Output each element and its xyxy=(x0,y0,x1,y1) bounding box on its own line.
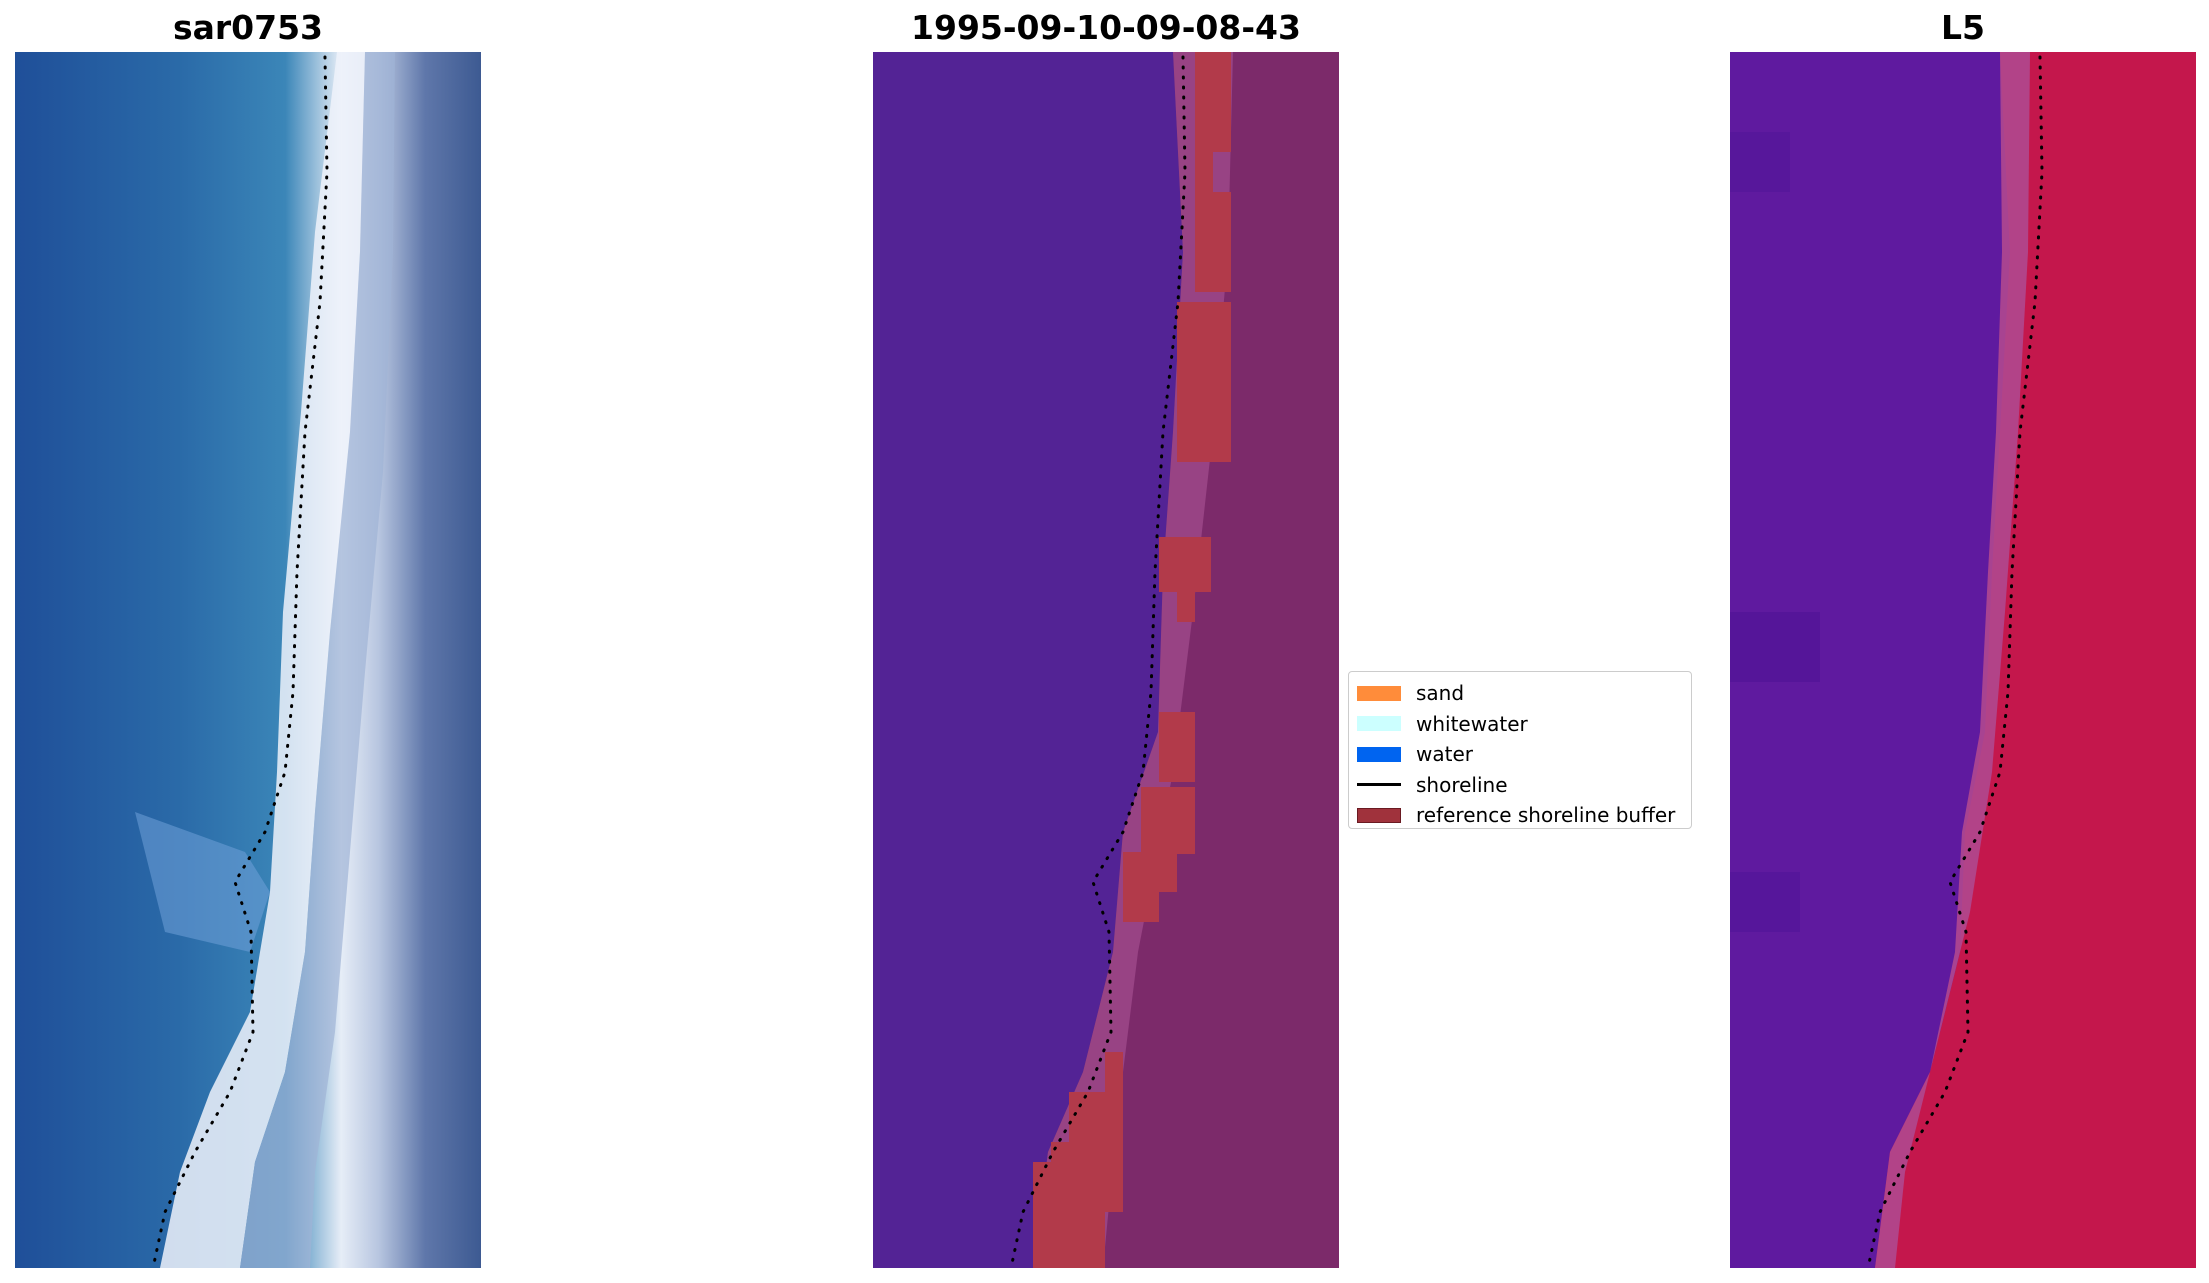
shoreline-line xyxy=(1866,55,2044,1268)
legend-item-water: water xyxy=(1357,739,1683,770)
index-image xyxy=(1730,52,2196,1268)
legend-item-sand: sand xyxy=(1357,678,1683,709)
sand-swatch xyxy=(1357,685,1401,701)
shoreline-line xyxy=(151,55,329,1268)
shoreline-swatch xyxy=(1357,777,1401,792)
classified-image-panel xyxy=(873,52,1339,1268)
legend-item-shoreline: shoreline xyxy=(1357,770,1683,801)
panel-title-index: L5 xyxy=(1941,8,1985,47)
legend-item-whitewater: whitewater xyxy=(1357,709,1683,740)
rgb-image xyxy=(15,52,481,1268)
water-swatch xyxy=(1357,746,1401,762)
legend-item-reference-buffer: reference shoreline buffer xyxy=(1357,800,1683,831)
shoreline-line xyxy=(1009,55,1187,1268)
legend-label: water xyxy=(1416,742,1473,767)
legend-label: shoreline xyxy=(1416,772,1508,797)
legend-label: reference shoreline buffer xyxy=(1416,803,1676,828)
classified-image xyxy=(873,52,1339,1268)
legend-label: whitewater xyxy=(1416,711,1528,736)
legend-label: sand xyxy=(1416,681,1465,706)
panel-title-rgb: sar0753 xyxy=(172,8,324,47)
rgb-image-panel xyxy=(15,52,481,1268)
panel-title-classified: 1995-09-10-09-08-43 xyxy=(911,8,1301,47)
index-image-panel xyxy=(1730,52,2196,1268)
buffer-swatch xyxy=(1357,807,1401,823)
legend: sand whitewater water shoreline referenc… xyxy=(1348,671,1692,829)
whitewater-swatch xyxy=(1357,716,1401,732)
